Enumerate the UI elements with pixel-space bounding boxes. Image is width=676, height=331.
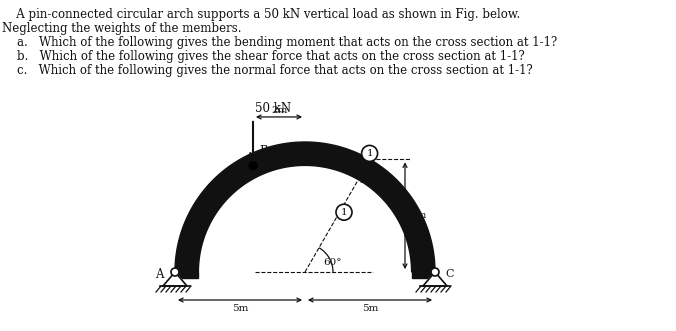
Polygon shape	[163, 272, 187, 286]
Text: 5m: 5m	[232, 304, 248, 313]
Text: 5m: 5m	[410, 211, 427, 220]
Polygon shape	[175, 142, 435, 272]
Text: a.   Which of the following gives the bending moment that acts on the cross sect: a. Which of the following gives the bend…	[2, 36, 557, 49]
Text: A pin-connected circular arch supports a 50 kN vertical load as shown in Fig. be: A pin-connected circular arch supports a…	[5, 8, 521, 21]
Text: 2m: 2m	[271, 106, 287, 115]
Circle shape	[249, 162, 257, 170]
Circle shape	[362, 145, 378, 162]
Text: 50 kN: 50 kN	[255, 102, 291, 115]
Text: B: B	[259, 145, 268, 158]
Polygon shape	[412, 272, 435, 278]
Text: Neglecting the weights of the members.: Neglecting the weights of the members.	[2, 22, 241, 35]
Text: 5m: 5m	[362, 304, 378, 313]
Text: 1: 1	[341, 208, 347, 217]
Polygon shape	[175, 272, 198, 278]
Text: C: C	[445, 269, 454, 279]
Text: 1: 1	[366, 149, 373, 158]
Text: A: A	[155, 267, 163, 280]
Polygon shape	[423, 272, 447, 286]
Circle shape	[431, 268, 439, 276]
Circle shape	[336, 204, 352, 220]
Text: c.   Which of the following gives the normal force that acts on the cross sectio: c. Which of the following gives the norm…	[2, 64, 533, 77]
Circle shape	[171, 268, 179, 276]
Text: 60°: 60°	[323, 258, 341, 267]
Text: b.   Which of the following gives the shear force that acts on the cross section: b. Which of the following gives the shea…	[2, 50, 525, 63]
